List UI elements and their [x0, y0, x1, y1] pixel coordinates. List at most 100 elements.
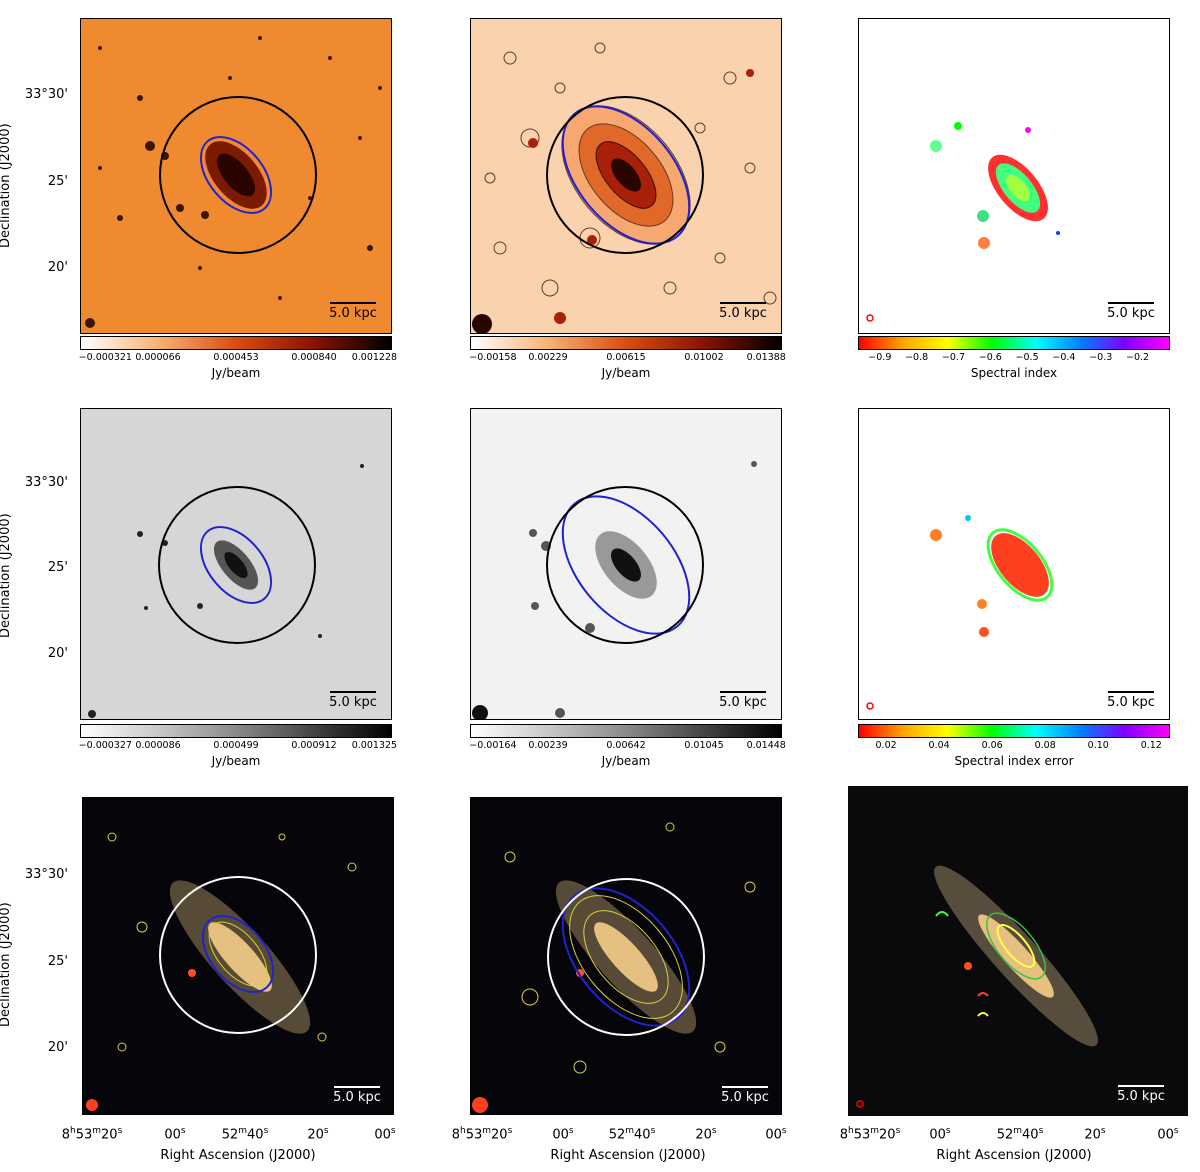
- optical-image-1: [82, 797, 394, 1115]
- colorbar-tick-label: 0.01045: [684, 740, 724, 751]
- colorbar: [470, 724, 782, 738]
- optical-image-2: [470, 797, 782, 1115]
- colorbar-tick-label: 0.10: [1087, 740, 1109, 751]
- panel-optical-overlay-2: 5.0 kpc: [470, 797, 782, 1115]
- colorbar-tick-label: −0.6: [978, 352, 1002, 363]
- colorbar-tick-label: 0.000066: [135, 352, 181, 363]
- colorbar: [470, 336, 782, 350]
- scale-bar: [722, 1086, 768, 1088]
- colorbar-tick-label: −0.8: [905, 352, 929, 363]
- colorbar-tick-label: 0.02: [875, 740, 897, 751]
- colorbar-tick-label: −0.9: [868, 352, 892, 363]
- y-tick-label: 33°30': [24, 475, 68, 490]
- panel-radio-highres-orange: 5.0 kpc: [80, 18, 392, 334]
- y-tick-label: 25': [47, 560, 68, 575]
- y-tick-label: 20': [47, 646, 68, 661]
- y-tick-label: 33°30': [24, 87, 68, 102]
- x-tick-label: 00s: [164, 1126, 186, 1143]
- scale-label: 5.0 kpc: [1107, 695, 1155, 710]
- colorbar-tick-label: 0.00229: [528, 352, 568, 363]
- colorbar-tick-label: 0.00239: [528, 740, 568, 751]
- colorbar: [858, 724, 1170, 738]
- colorbar: [80, 724, 392, 738]
- colorbar-tick-label: 0.06: [981, 740, 1003, 751]
- x-tick-label: 20s: [695, 1126, 717, 1143]
- colorbar-label: Jy/beam: [601, 754, 651, 768]
- colorbar-tick-label: 0.01002: [684, 352, 724, 363]
- scale-bar: [330, 691, 376, 693]
- x-tick-label: 00s: [929, 1126, 951, 1143]
- disk-ellipse: [201, 915, 275, 993]
- aperture-circle: [159, 96, 317, 254]
- y-tick-label: 20': [47, 260, 68, 275]
- y-axis-title: Declination (J2000): [0, 513, 13, 638]
- panel-radio-lowres-gray: 5.0 kpc: [470, 408, 782, 720]
- scale-label: 5.0 kpc: [719, 306, 767, 321]
- panel-radio-highres-gray: 5.0 kpc: [80, 408, 392, 720]
- scale-label: 5.0 kpc: [329, 695, 377, 710]
- optical-image-3: [848, 786, 1188, 1116]
- y-tick-label: 25': [47, 174, 68, 189]
- panel-spectral-index-error: 5.0 kpc: [858, 408, 1170, 720]
- x-tick-label: 8h53m20s: [839, 1126, 901, 1143]
- x-tick-label: 00s: [765, 1126, 787, 1143]
- aperture-circle: [546, 96, 704, 254]
- colorbar-tick-label: 0.00615: [606, 352, 646, 363]
- colorbar-label: Jy/beam: [211, 754, 261, 768]
- colorbar-tick-label: −0.4: [1052, 352, 1076, 363]
- panel-optical-overlay-3: 5.0 kpc: [848, 786, 1188, 1116]
- aperture-circle: [546, 486, 704, 644]
- colorbar-tick-label: 0.01448: [746, 740, 786, 751]
- colorbar-tick-label: 0.001325: [351, 740, 398, 751]
- scale-label: 5.0 kpc: [329, 306, 377, 321]
- colorbar-tick-label: −0.3: [1089, 352, 1113, 363]
- x-tick-label: 20s: [1084, 1126, 1106, 1143]
- colorbar-tick-label: −0.7: [941, 352, 966, 363]
- radio-map-gray-1: [80, 408, 392, 720]
- radio-map-gray-2: [470, 408, 782, 720]
- colorbar-tick-label: 0.000499: [213, 740, 259, 751]
- colorbar-tick-label: 0.000086: [135, 740, 181, 751]
- colorbar-tick-label: −0.000327: [78, 740, 132, 751]
- disk-ellipse: [199, 136, 273, 214]
- scale-bar: [1108, 691, 1154, 693]
- x-tick-label: 52m40s: [996, 1126, 1044, 1143]
- colorbar-label: Jy/beam: [601, 366, 651, 380]
- scale-bar: [330, 302, 376, 304]
- x-tick-label: 00s: [552, 1126, 574, 1143]
- colorbar-tick-label: −0.2: [1126, 352, 1150, 363]
- colorbar: [80, 336, 392, 350]
- y-axis-title: Declination (J2000): [0, 902, 13, 1027]
- colorbar-label: Jy/beam: [211, 366, 261, 380]
- scale-bar: [720, 691, 766, 693]
- scale-bar: [720, 302, 766, 304]
- scale-bar: [1108, 302, 1154, 304]
- x-tick-label: 00s: [1157, 1126, 1179, 1143]
- colorbar-tick-label: 0.12: [1140, 740, 1162, 751]
- colorbar-label: Spectral index error: [954, 754, 1074, 768]
- colorbar-tick-label: −0.00164: [469, 740, 517, 751]
- x-tick-label: 8h53m20s: [451, 1126, 513, 1143]
- scale-label: 5.0 kpc: [721, 1090, 769, 1105]
- y-tick-label: 25': [47, 954, 68, 969]
- y-tick-label: 20': [47, 1040, 68, 1055]
- colorbar-tick-label: −0.00158: [469, 352, 517, 363]
- spectral-index-map: [858, 18, 1170, 334]
- aperture-circle: [158, 486, 316, 644]
- y-axis-title: Declination (J2000): [0, 123, 13, 248]
- panel-optical-overlay-1: 5.0 kpc: [82, 797, 394, 1115]
- x-tick-label: 8h53m20s: [61, 1126, 123, 1143]
- disk-ellipse: [561, 887, 691, 1027]
- scale-bar: [334, 1086, 380, 1088]
- x-axis-title: Right Ascension (J2000): [550, 1148, 706, 1163]
- scale-label: 5.0 kpc: [719, 695, 767, 710]
- panel-radio-lowres-orange: 5.0 kpc: [470, 18, 782, 334]
- colorbar-label: Spectral index: [970, 366, 1058, 380]
- colorbar: [858, 336, 1170, 350]
- colorbar-tick-label: 0.000912: [291, 740, 337, 751]
- colorbar-tick-label: −0.5: [1015, 352, 1039, 363]
- disk-ellipse: [199, 526, 273, 604]
- panel-spectral-index: 5.0 kpc: [858, 18, 1170, 334]
- colorbar-tick-label: −0.000321: [78, 352, 132, 363]
- radio-map-orange-1: [80, 18, 392, 334]
